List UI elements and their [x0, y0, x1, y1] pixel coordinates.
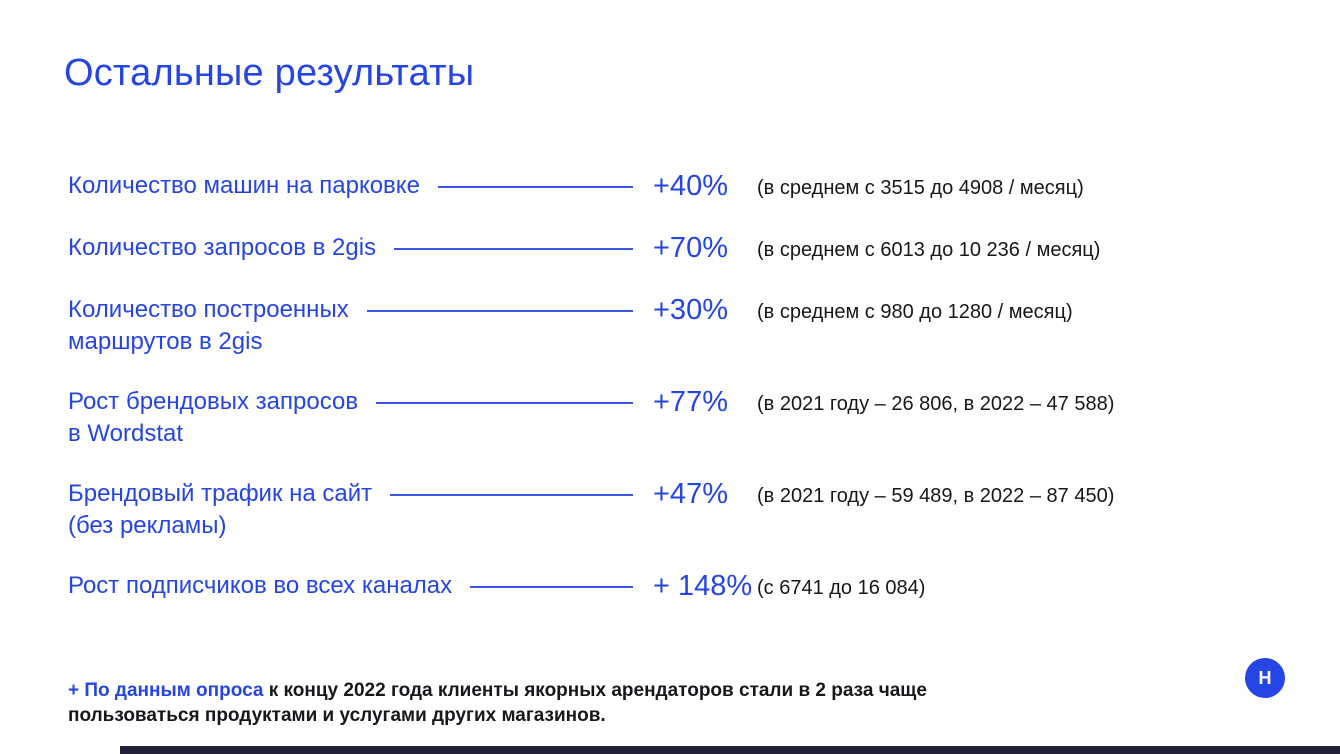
result-label: Брендовый трафик на сайт (без рекламы): [68, 480, 373, 539]
connector-line: [437, 186, 633, 188]
connector-line: [366, 310, 633, 312]
connector-line: [470, 586, 633, 588]
results-list: Количество машин на парковке +40% (в сре…: [68, 170, 1268, 632]
result-label: Рост брендовых запросов в Wordstat: [68, 388, 359, 447]
result-label: Количество машин на парковке: [68, 172, 420, 199]
result-detail: (в 2021 году – 26 806, в 2022 – 47 588): [757, 393, 1115, 415]
result-label: Количество построенных маршрутов в 2gis: [68, 296, 349, 355]
result-detail: (с 6741 до 16 084): [757, 577, 926, 599]
result-percent: +70%: [653, 232, 728, 264]
result-percent: +47%: [653, 478, 728, 510]
result-detail: (в 2021 году – 59 489, в 2022 – 87 450): [757, 485, 1115, 507]
result-row-wordstat: Рост брендовых запросов в Wordstat +77% …: [68, 386, 1268, 450]
footnote-text: к концу 2022 года клиенты якорных аренда…: [68, 680, 927, 726]
result-percent: + 148%: [653, 570, 753, 602]
result-percent: +40%: [653, 170, 728, 202]
result-label: Количество запросов в 2gis: [68, 234, 377, 261]
bottom-bar: [120, 746, 1340, 754]
result-detail: (в среднем с 6013 до 10 236 / месяц): [757, 239, 1101, 261]
result-row-brand-traffic: Брендовый трафик на сайт (без рекламы) +…: [68, 478, 1268, 542]
footnote: + По данным опроса к концу 2022 года кли…: [68, 678, 1048, 728]
result-detail: (в среднем с 980 до 1280 / месяц): [757, 301, 1073, 323]
result-percent: +77%: [653, 386, 728, 418]
result-row-2gis-routes: Количество построенных маршрутов в 2gis …: [68, 294, 1268, 358]
logo-badge: Н: [1245, 658, 1285, 698]
result-detail: (в среднем с 3515 до 4908 / месяц): [757, 177, 1084, 199]
result-row-subscribers: Рост подписчиков во всех каналах + 148% …: [68, 570, 1268, 604]
footnote-highlight: + По данным опроса: [68, 680, 264, 701]
connector-line: [390, 494, 633, 496]
connector-line: [394, 248, 633, 250]
result-row-2gis-queries: Количество запросов в 2gis +70% (в средн…: [68, 232, 1268, 266]
page-title: Остальные результаты: [64, 52, 475, 94]
connector-line: [376, 402, 633, 404]
result-label: Рост подписчиков во всех каналах: [68, 572, 453, 599]
result-percent: +30%: [653, 294, 728, 326]
result-row-parking: Количество машин на парковке +40% (в сре…: [68, 170, 1268, 204]
